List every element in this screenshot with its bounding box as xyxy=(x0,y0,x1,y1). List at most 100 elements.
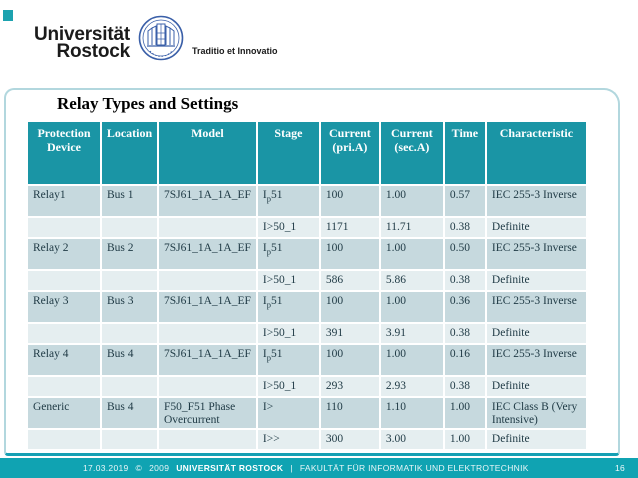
table-row: I>50_1 1171 11.71 0.38 Definite xyxy=(28,218,586,237)
cell-device xyxy=(28,377,100,396)
cell-current-pri: 300 xyxy=(320,430,379,449)
table-row: Relay 2 Bus 2 7SJ61_1A_1A_EF Ip51 100 1.… xyxy=(28,239,586,269)
cell-stage: I>50_1 xyxy=(257,271,319,290)
cell-time: 0.57 xyxy=(444,186,485,216)
cell-time: 1.00 xyxy=(444,398,485,428)
cell-device: Relay 4 xyxy=(28,345,100,375)
header-location: Location xyxy=(102,122,157,184)
cell-current-pri: 110 xyxy=(320,398,379,428)
cell-stage: Ip51 xyxy=(257,239,319,269)
cell-model: F50_F51 Phase Overcurrent xyxy=(159,398,256,428)
cell-current-pri: 100 xyxy=(320,186,379,216)
footer-year: 2009 xyxy=(149,463,170,473)
logo-line2: Rostock xyxy=(56,41,130,62)
cell-current-sec: 2.93 xyxy=(380,377,443,396)
cell-location xyxy=(102,324,157,343)
cell-characteristic: Definite xyxy=(486,430,586,449)
cell-time: 0.50 xyxy=(444,239,485,269)
cell-stage: I>50_1 xyxy=(257,324,319,343)
footer-org: UNIVERSITÄT ROSTOCK xyxy=(176,463,284,473)
cell-location: Bus 2 xyxy=(102,239,157,269)
footer-faculty: FAKULTÄT FÜR INFORMATIK UND ELEKTROTECHN… xyxy=(299,463,529,473)
cell-characteristic: Definite xyxy=(486,377,586,396)
cell-time: 0.38 xyxy=(444,377,485,396)
cell-current-pri: 391 xyxy=(320,324,379,343)
cell-current-pri: 586 xyxy=(320,271,379,290)
footer-text: 17.03.2019 © 2009 UNIVERSITÄT ROSTOCK | … xyxy=(83,458,529,478)
cell-time: 0.36 xyxy=(444,292,485,322)
cell-location xyxy=(102,377,157,396)
accent-square xyxy=(3,10,13,21)
cell-device: Generic xyxy=(28,398,100,428)
cell-characteristic: Definite xyxy=(486,324,586,343)
cell-device xyxy=(28,218,100,237)
header-protection-device: Protection Device xyxy=(28,122,100,184)
cell-current-sec: 1.00 xyxy=(380,345,443,375)
cell-time: 0.38 xyxy=(444,324,485,343)
logo-line1: Universität xyxy=(33,24,130,45)
cell-model xyxy=(159,218,256,237)
cell-current-sec: 1.00 xyxy=(380,239,443,269)
footer-bar: 17.03.2019 © 2009 UNIVERSITÄT ROSTOCK | … xyxy=(0,458,638,478)
cell-characteristic: IEC Class B (Very Intensive) xyxy=(486,398,586,428)
table-row: I>50_1 586 5.86 0.38 Definite xyxy=(28,271,586,290)
cell-model xyxy=(159,377,256,396)
cell-time: 0.16 xyxy=(444,345,485,375)
cell-current-pri: 100 xyxy=(320,239,379,269)
table-row: I>> 300 3.00 1.00 Definite xyxy=(28,430,586,449)
cell-stage: Ip51 xyxy=(257,186,319,216)
cell-characteristic: IEC 255-3 Inverse xyxy=(486,186,586,216)
cell-device: Relay1 xyxy=(28,186,100,216)
footer-separator: | xyxy=(290,463,293,473)
cell-location: Bus 4 xyxy=(102,345,157,375)
cell-stage: Ip51 xyxy=(257,345,319,375)
cell-location: Bus 1 xyxy=(102,186,157,216)
cell-model: 7SJ61_1A_1A_EF xyxy=(159,345,256,375)
cell-model xyxy=(159,430,256,449)
university-motto: Traditio et Innovatio xyxy=(192,46,278,56)
table-row: Relay1 Bus 1 7SJ61_1A_1A_EF Ip51 100 1.0… xyxy=(28,186,586,216)
cell-model: 7SJ61_1A_1A_EF xyxy=(159,239,256,269)
cell-device: Relay 2 xyxy=(28,239,100,269)
cell-current-sec: 11.71 xyxy=(380,218,443,237)
cell-current-pri: 100 xyxy=(320,345,379,375)
cell-model: 7SJ61_1A_1A_EF xyxy=(159,186,256,216)
cell-characteristic: Definite xyxy=(486,271,586,290)
page-number: 16 xyxy=(614,463,625,473)
cell-model: 7SJ61_1A_1A_EF xyxy=(159,292,256,322)
header-current-pri: Current (pri.A) xyxy=(320,122,379,184)
cell-current-sec: 3.91 xyxy=(380,324,443,343)
cell-model xyxy=(159,271,256,290)
cell-time: 1.00 xyxy=(444,430,485,449)
table-row: Relay 3 Bus 3 7SJ61_1A_1A_EF Ip51 100 1.… xyxy=(28,292,586,322)
cell-stage: I>50_1 xyxy=(257,377,319,396)
cell-stage: I>> xyxy=(257,430,319,449)
cell-current-sec: 1.00 xyxy=(380,186,443,216)
university-seal-icon xyxy=(138,15,184,61)
table-row: I>50_1 293 2.93 0.38 Definite xyxy=(28,377,586,396)
cell-characteristic: IEC 255-3 Inverse xyxy=(486,292,586,322)
cell-device xyxy=(28,324,100,343)
cell-model xyxy=(159,324,256,343)
cell-current-sec: 1.10 xyxy=(380,398,443,428)
cell-current-sec: 3.00 xyxy=(380,430,443,449)
cell-stage: I>50_1 xyxy=(257,218,319,237)
cell-current-pri: 100 xyxy=(320,292,379,322)
table-row: I>50_1 391 3.91 0.38 Definite xyxy=(28,324,586,343)
footer-copyright: © xyxy=(135,463,143,473)
cell-characteristic: IEC 255-3 Inverse xyxy=(486,239,586,269)
cell-characteristic: IEC 255-3 Inverse xyxy=(486,345,586,375)
table-header-row: Protection Device Location Model Stage C… xyxy=(28,122,586,184)
cell-location xyxy=(102,218,157,237)
cell-device xyxy=(28,271,100,290)
relay-table: Protection Device Location Model Stage C… xyxy=(26,120,588,451)
cell-stage: Ip51 xyxy=(257,292,319,322)
cell-current-sec: 1.00 xyxy=(380,292,443,322)
cell-time: 0.38 xyxy=(444,271,485,290)
cell-location: Bus 4 xyxy=(102,398,157,428)
header-current-sec: Current (sec.A) xyxy=(380,122,443,184)
header-characteristic: Characteristic xyxy=(486,122,586,184)
cell-current-pri: 293 xyxy=(320,377,379,396)
cell-location: Bus 3 xyxy=(102,292,157,322)
